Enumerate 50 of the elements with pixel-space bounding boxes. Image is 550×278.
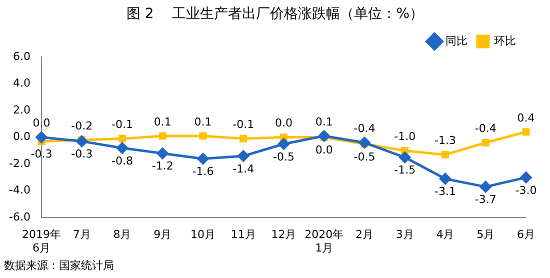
data-label: -0.5	[354, 150, 376, 164]
data-label: -1.4	[232, 162, 254, 176]
x-tick-label: 6月	[517, 228, 535, 242]
legend-label: 同比	[446, 34, 468, 48]
x-tick-label: 2020年 1月	[304, 228, 344, 254]
x-tick-label: 2019年 6月	[22, 228, 61, 254]
x-tick-label: 9月	[154, 228, 172, 242]
data-label: -0.8	[111, 154, 133, 168]
data-label: 0.0	[32, 116, 50, 130]
data-label: 0.1	[154, 115, 172, 128]
y-tick-label: 6.0	[12, 50, 30, 63]
x-tick-label: 4月	[436, 228, 454, 242]
x-tick-label: 3月	[396, 228, 414, 242]
data-label: -1.0	[394, 130, 416, 144]
x-tick-label: 10月	[190, 228, 216, 242]
data-label: 0.0	[274, 116, 292, 130]
data-label: -1.3	[434, 134, 456, 148]
x-tick-label: 11月	[230, 228, 256, 242]
x-tick-label: 12月	[271, 228, 296, 242]
data-label: -0.1	[232, 118, 254, 131]
y-tick-label: 2.0	[12, 103, 30, 116]
data-label: 0.4	[517, 111, 535, 124]
y-tick-label: -2.0	[8, 156, 30, 170]
x-tick-label: 8月	[113, 228, 132, 242]
data-label: 0.1	[315, 115, 333, 128]
data-label: 0.0	[315, 144, 333, 157]
y-tick-label: 0.0	[12, 130, 30, 144]
data-label: -1.6	[192, 165, 214, 178]
data-label: -3.1	[434, 185, 456, 198]
y-tick-label: -4.0	[8, 184, 30, 197]
data-label: -0.1	[111, 118, 133, 131]
legend-label: 环比	[494, 34, 516, 48]
x-tick-label: 7月	[72, 228, 91, 242]
data-label: -0.3	[71, 148, 93, 161]
data-label: -0.4	[354, 122, 376, 136]
data-label: 0.1	[194, 115, 212, 128]
source-note: 数据来源：国家统计局	[4, 258, 114, 273]
x-tick-label: 2月	[355, 228, 374, 242]
data-label: -3.7	[474, 193, 496, 206]
y-tick-label: -6.0	[8, 210, 30, 224]
data-label: -0.2	[71, 119, 93, 132]
y-tick-label: 4.0	[12, 76, 30, 90]
x-tick-label: 5月	[476, 228, 495, 242]
data-label: -0.3	[30, 148, 52, 161]
chart-title: 图 2 工业生产者出厂价格涨跌幅（单位：%）	[125, 5, 425, 24]
data-label: -1.2	[152, 160, 174, 173]
data-label: -0.5	[272, 150, 294, 164]
data-label: -1.5	[394, 164, 416, 177]
data-label: -0.4	[474, 122, 496, 136]
data-label: -3.0	[515, 184, 537, 197]
